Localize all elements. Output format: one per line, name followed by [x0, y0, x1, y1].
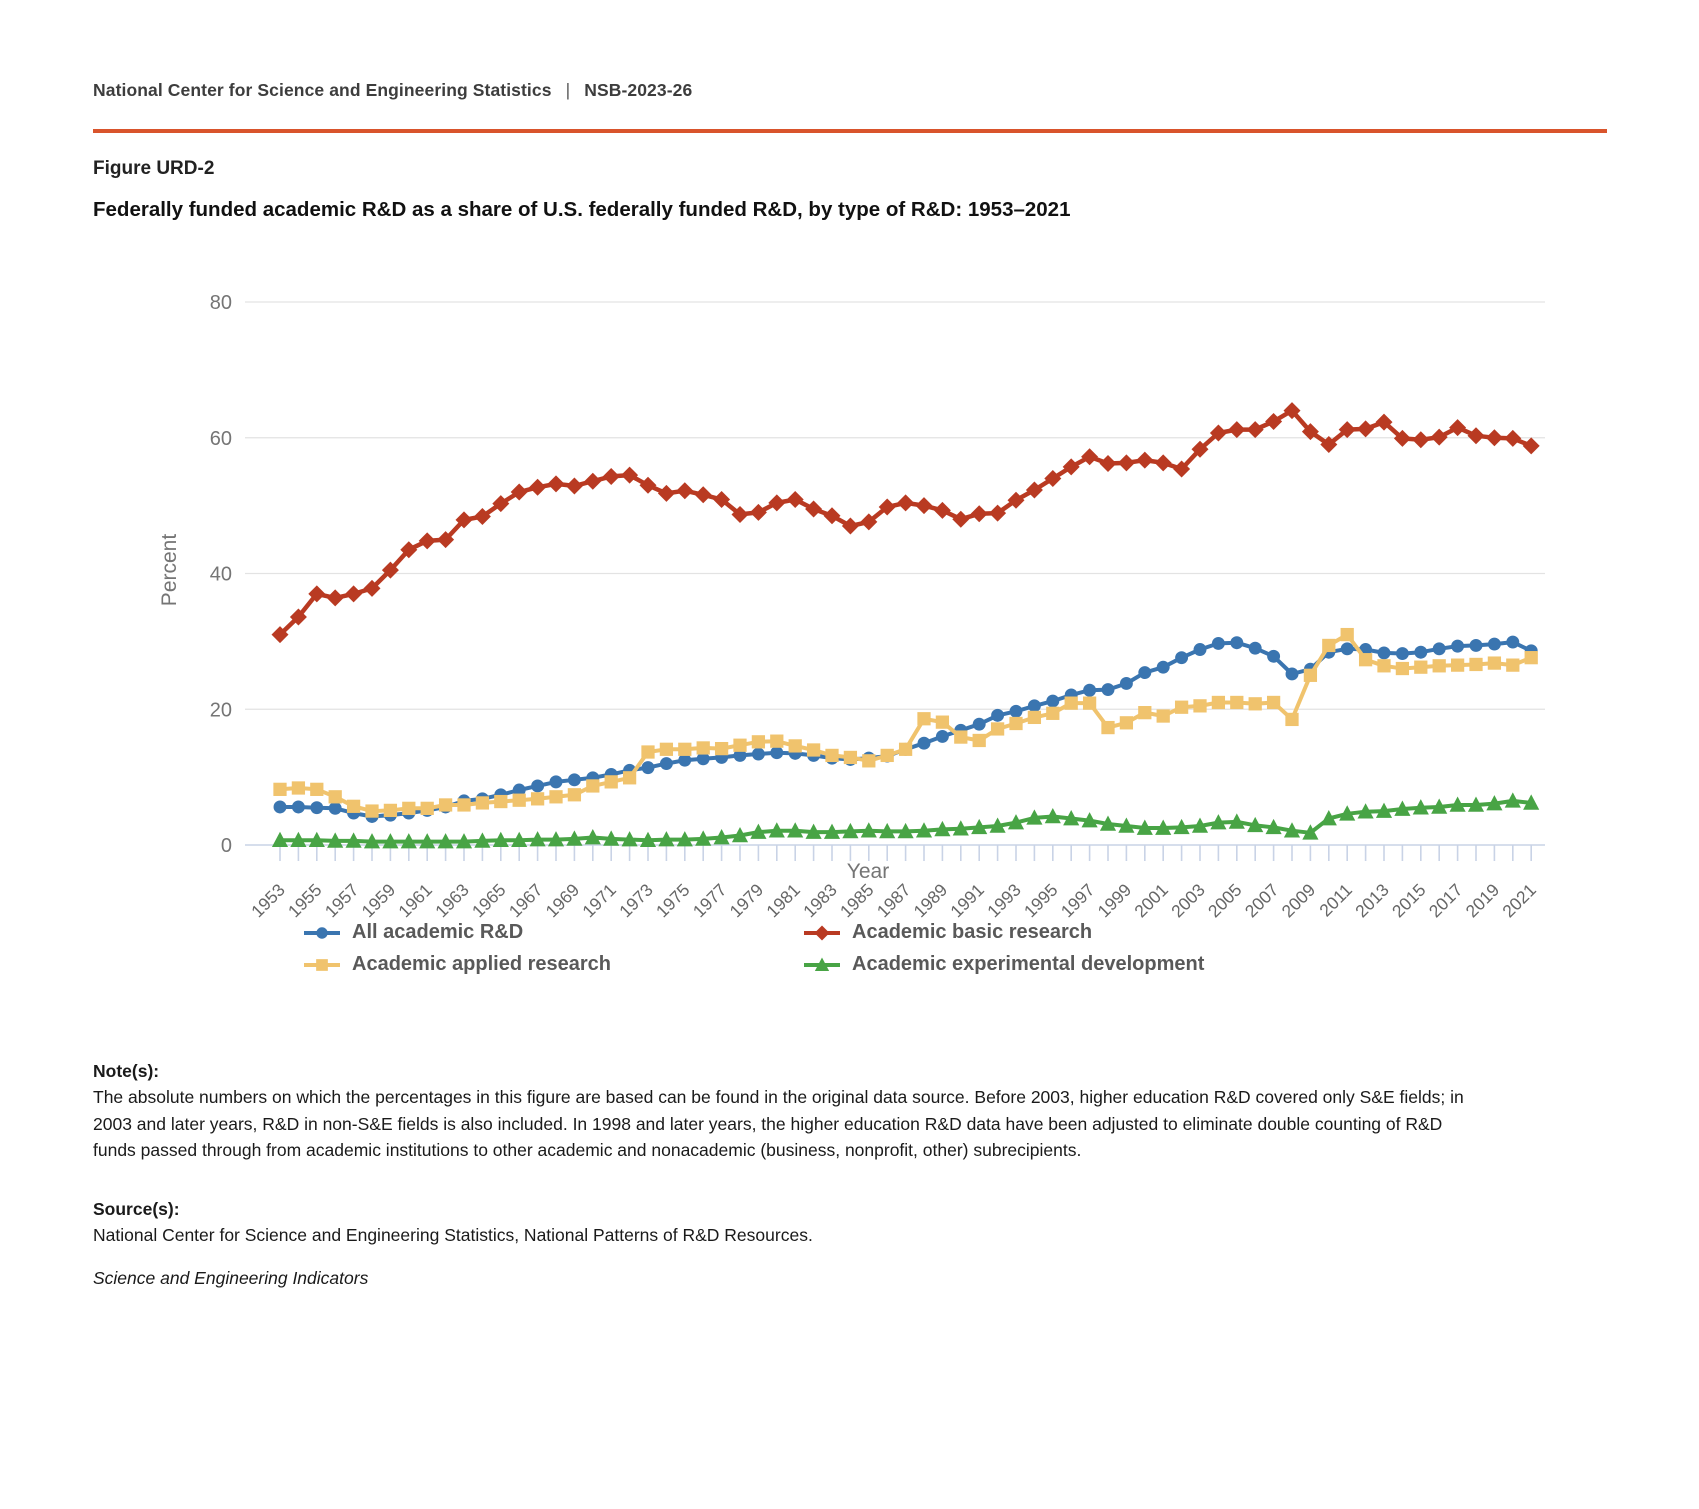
legend-marker-all-academic-rd-icon: [304, 926, 340, 939]
svg-text:2005: 2005: [1204, 880, 1246, 920]
line-chart: 0 20 40 60 80 Percent 195319551957195919611963…: [158, 292, 1545, 922]
svg-text:1971: 1971: [578, 880, 620, 920]
x-axis-labels: 1953195519571959196119631965196719691971…: [247, 880, 1540, 922]
svg-text:1961: 1961: [394, 880, 436, 920]
svg-text:80: 80: [210, 292, 232, 314]
legend-item-academic-basic-research: Academic basic research: [802, 921, 1204, 944]
svg-text:2003: 2003: [1167, 880, 1209, 920]
notes-section: Note(s): The absolute numbers on which t…: [93, 1058, 1471, 1163]
svg-text:1977: 1977: [689, 880, 731, 920]
svg-text:1989: 1989: [910, 880, 952, 920]
svg-text:2001: 2001: [1130, 880, 1172, 920]
y-axis-title: Percent: [158, 534, 181, 607]
legend-item-academic-applied-research: Academic applied research: [302, 953, 802, 976]
notes-body: The absolute numbers on which the percen…: [93, 1087, 1464, 1160]
chart-area: 0 20 40 60 80 Percent 1953 1955 1957 1959 1961 1963…: [0, 270, 1699, 922]
y-axis-labels: 0 20 40 60 80: [210, 292, 232, 857]
svg-text:2017: 2017: [1425, 880, 1467, 920]
svg-text:1969: 1969: [542, 880, 584, 920]
svg-text:1997: 1997: [1057, 880, 1099, 920]
legend-marker-academic-applied-research-icon: [304, 958, 340, 971]
figure-label: Figure URD-2: [93, 158, 215, 179]
legend-marker-academic-basic-research-icon: [804, 925, 840, 940]
svg-text:2015: 2015: [1388, 880, 1430, 920]
svg-text:1983: 1983: [799, 880, 841, 920]
sources-heading: Source(s):: [93, 1199, 180, 1219]
svg-text:2013: 2013: [1351, 880, 1393, 920]
svg-text:1979: 1979: [726, 880, 768, 920]
legend-label: All academic R&D: [352, 921, 524, 943]
series-all-academic-rd: [273, 635, 1538, 823]
svg-text:2009: 2009: [1278, 880, 1320, 920]
publication-name: Science and Engineering Indicators: [93, 1268, 369, 1288]
legend-label: Academic applied research: [352, 953, 612, 975]
legend-label: Academic basic research: [852, 921, 1093, 943]
gridlines: [245, 301, 1545, 710]
figure-title: Federally funded academic R&D as a share…: [93, 198, 1071, 221]
svg-text:1995: 1995: [1020, 880, 1062, 920]
svg-text:1981: 1981: [762, 880, 804, 920]
svg-text:1999: 1999: [1094, 880, 1136, 920]
svg-text:60: 60: [210, 428, 232, 450]
svg-text:1967: 1967: [505, 880, 547, 920]
svg-text:1985: 1985: [836, 880, 878, 920]
series-academic-experimental-development: [271, 792, 1540, 849]
header-separator: |: [565, 80, 571, 100]
svg-text:2021: 2021: [1498, 880, 1540, 920]
sources-body: National Center for Science and Engineer…: [93, 1225, 813, 1246]
org-name: National Center for Science and Engineer…: [93, 80, 552, 100]
svg-text:2011: 2011: [1315, 880, 1356, 920]
svg-text:1973: 1973: [615, 880, 657, 920]
svg-text:2007: 2007: [1241, 880, 1283, 920]
svg-text:1993: 1993: [983, 880, 1025, 920]
accent-rule: [93, 129, 1607, 133]
svg-text:1975: 1975: [652, 880, 694, 920]
svg-text:1991: 1991: [946, 880, 988, 920]
svg-text:1965: 1965: [468, 880, 510, 920]
series-academic-applied-research: [273, 627, 1538, 818]
sources-section: Source(s): National Center for Science a…: [93, 1196, 1471, 1249]
x-axis-title: Year: [847, 860, 889, 883]
svg-text:2019: 2019: [1462, 880, 1504, 920]
series-academic-basic-research: [271, 402, 1540, 644]
legend-marker-academic-experimental-development-icon: [804, 957, 840, 971]
svg-text:20: 20: [210, 699, 232, 721]
svg-text:0: 0: [221, 835, 232, 857]
svg-text:1959: 1959: [358, 880, 400, 920]
legend-item-academic-experimental-development: Academic experimental development: [802, 953, 1204, 976]
svg-text:1953: 1953: [247, 880, 289, 920]
notes-heading: Note(s):: [93, 1061, 160, 1081]
svg-text:1963: 1963: [431, 880, 473, 920]
legend-label: Academic experimental development: [852, 953, 1205, 975]
svg-text:1957: 1957: [321, 880, 363, 920]
report-id: NSB-2023-26: [584, 80, 693, 100]
legend-item-all-academic-rd: All academic R&D: [302, 921, 802, 944]
chart-legend: All academic R&D Academic basic research…: [302, 921, 1204, 976]
svg-text:40: 40: [210, 564, 232, 586]
svg-text:1987: 1987: [873, 880, 915, 920]
report-header: National Center for Science and Engineer…: [93, 80, 692, 101]
svg-text:1955: 1955: [284, 880, 326, 920]
